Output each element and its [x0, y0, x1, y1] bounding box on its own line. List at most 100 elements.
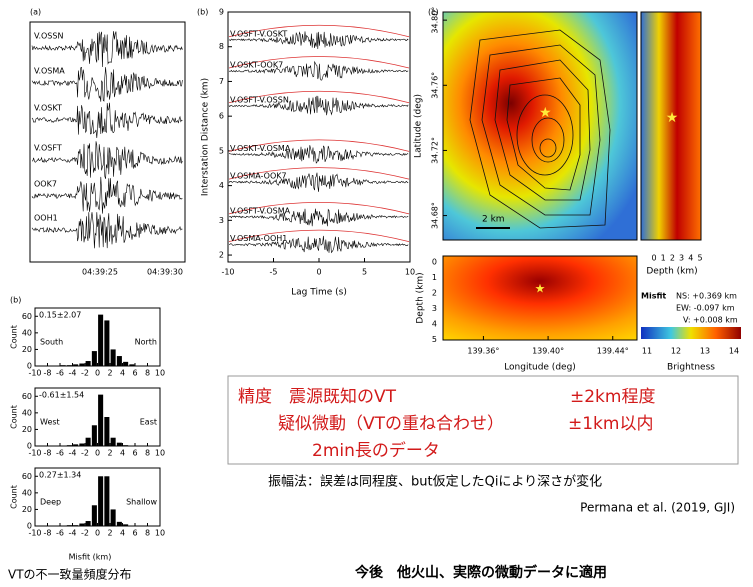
frame — [228, 12, 410, 262]
x-axis-label: Longitude (deg) — [504, 363, 576, 373]
x-tick-label: 6 — [132, 449, 137, 458]
x-tick-label: 139.40° — [532, 347, 564, 356]
time-label: 04:39:30 — [147, 268, 183, 277]
slide: (a) 04:39:25 04:39:30 V.OSSNV.OSMAV.OSKT… — [0, 0, 753, 587]
x-tick-label: -10 — [28, 369, 41, 378]
left-label: West — [40, 418, 60, 427]
bar — [123, 524, 128, 526]
text: 精度 震源既知のVT — [238, 387, 397, 407]
x-tick-label: 0 — [95, 369, 100, 378]
x-tick-label: -8 — [44, 529, 52, 538]
panel-b: (b) Interstation Distance (km) Lag Time … — [197, 8, 415, 298]
y-axis-label: Count — [10, 325, 19, 349]
y-tick-label: 60 — [22, 472, 32, 481]
bar — [104, 417, 109, 446]
bar — [129, 364, 134, 366]
x-tick-label: -10 — [28, 449, 41, 458]
station-label: OOK7 — [34, 180, 57, 189]
panel-label: (a) — [30, 8, 41, 17]
x-tick-label: 5 — [697, 254, 702, 263]
y-tick-label: 9 — [219, 8, 224, 17]
x-tick-label: 4 — [120, 449, 125, 458]
bar — [117, 522, 122, 526]
x-tick-label: 8 — [145, 449, 150, 458]
x-tick-label: 6 — [132, 529, 137, 538]
bar — [98, 395, 103, 446]
x-tick-label: -10 — [28, 529, 41, 538]
y-tick-label: 40 — [22, 328, 32, 337]
x-tick-label: -4 — [69, 449, 77, 458]
x-tick-label: -6 — [56, 529, 64, 538]
x-tick-label: 4 — [120, 369, 125, 378]
x-tick-label: -10 — [221, 268, 234, 277]
y-axis-label: Count — [10, 405, 19, 429]
y-tick-label: 40 — [22, 408, 32, 417]
text: 振幅法：誤差は同程度、but仮定したQiにより深さが変化 — [268, 474, 602, 490]
pair-label: V.OSMA-OOH1 — [230, 234, 287, 243]
x-tick-label: 0 — [95, 529, 100, 538]
x-tick-label: 0 — [316, 268, 321, 277]
x-tick-label: 1 — [661, 254, 666, 263]
pair-label: V.OSFT-V.OSKT — [230, 29, 287, 38]
text: 2min長のデータ — [312, 440, 440, 461]
x-tick-label: 0 — [95, 449, 100, 458]
x-tick-label: 4 — [688, 254, 693, 263]
y-axis-label: Count — [10, 485, 19, 509]
x-tick-label: -8 — [44, 449, 52, 458]
text: 今後 他火山、実際の微動データに適用 — [354, 564, 607, 581]
x-tick-label: -6 — [56, 369, 64, 378]
x-tick-label: 12 — [671, 347, 681, 356]
x-tick-label: -6 — [56, 449, 64, 458]
y-tick-label: 34.68° — [431, 202, 440, 229]
x-tick-label: 6 — [132, 369, 137, 378]
y-tick-label: 0 — [432, 258, 437, 267]
x-tick-label: -2 — [81, 369, 89, 378]
star: ★ — [539, 105, 552, 121]
bar — [73, 364, 78, 366]
x-tick-label: 5 — [362, 268, 367, 277]
x-tick-label: 2 — [670, 254, 675, 263]
y-tick-label: 2 — [432, 289, 437, 298]
stat: 0.27±1.34 — [39, 471, 81, 480]
y-tick-label: 34.76° — [431, 72, 440, 99]
pair-label: V.OSFT-V.OSMA — [230, 206, 291, 215]
heat-map — [443, 12, 637, 240]
misfit-v: V: +0.008 km — [683, 316, 738, 325]
left-label: South — [40, 338, 63, 347]
panel-c: (c) ★ 2 km Latitude (deg) ★ ★ Depth (km)… — [414, 7, 742, 373]
x-tick-label: 10 — [155, 529, 165, 538]
y-tick-label: 20 — [22, 345, 32, 354]
misfit-ew: EW: -0.097 km — [676, 304, 735, 313]
panel-label: (b) — [10, 296, 21, 305]
left-label: Deep — [40, 498, 61, 507]
frame — [30, 22, 185, 262]
stat: -0.61±1.54 — [39, 391, 84, 400]
x-tick-label: 2 — [107, 449, 112, 458]
station-label: V.OSKT — [34, 104, 62, 113]
x-tick-label: 2 — [107, 529, 112, 538]
station-label: V.OSSN — [34, 32, 63, 41]
bar — [104, 476, 109, 526]
x-tick-label: -2 — [81, 529, 89, 538]
star: ★ — [666, 110, 679, 126]
bar — [111, 438, 116, 446]
y-tick-label: 3 — [432, 304, 437, 313]
depth-section — [443, 256, 637, 340]
x-tick-label: 13 — [700, 347, 710, 356]
y-tick-label: 5 — [432, 335, 437, 344]
bar — [123, 445, 128, 446]
x-tick-label: 14 — [729, 347, 739, 356]
x-tick-label: 8 — [145, 369, 150, 378]
caption: VTの不一致量頻度分布 — [8, 567, 132, 582]
time-label: 04:39:25 — [82, 268, 118, 277]
bar — [67, 365, 72, 366]
y-tick-label: 7 — [219, 77, 224, 86]
colorbar-label: Brightness — [667, 363, 715, 373]
station-label: V.OSFT — [34, 144, 62, 153]
bar — [92, 425, 97, 446]
bar — [123, 362, 128, 366]
bar — [86, 361, 91, 366]
x-tick-label: -4 — [69, 529, 77, 538]
y-tick-label: 3 — [219, 216, 224, 225]
